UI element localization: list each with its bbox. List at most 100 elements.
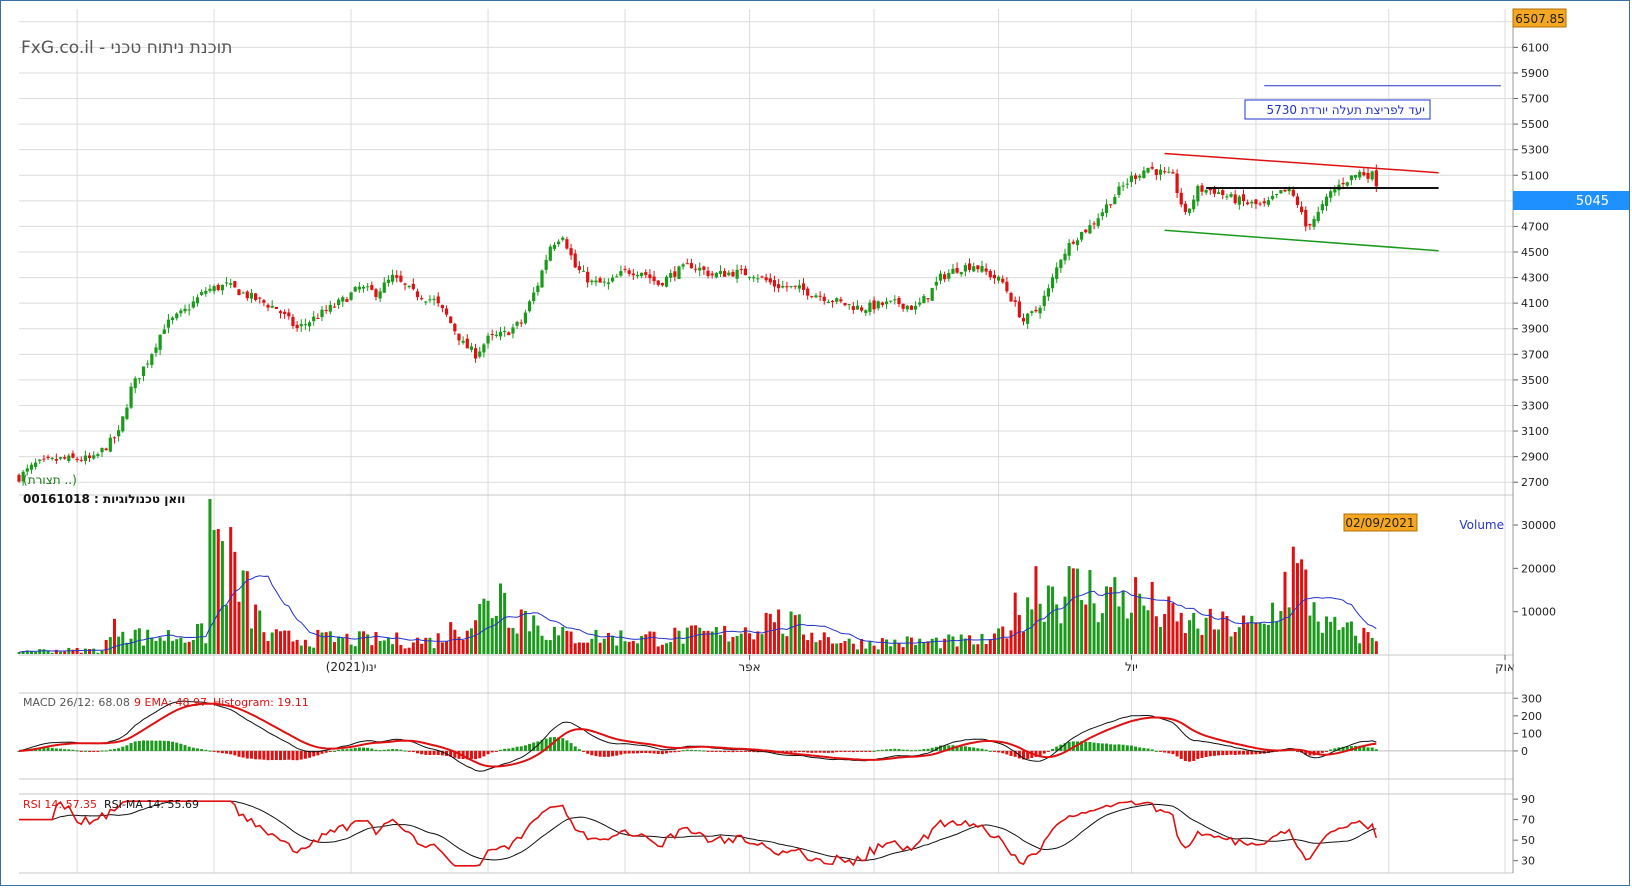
macd-histogram-bar <box>125 745 129 751</box>
macd-histogram-bar <box>1150 749 1154 751</box>
candle-body <box>897 297 901 305</box>
candle-body <box>710 273 714 276</box>
macd-histogram-bar <box>818 750 822 753</box>
candle-body <box>785 286 789 288</box>
volume-bar <box>204 643 208 654</box>
candle-body <box>503 331 507 333</box>
volume-bar <box>706 630 710 654</box>
macd-histogram-bar <box>739 750 743 752</box>
macd-histogram-bar <box>544 738 548 751</box>
macd-histogram-bar <box>528 743 532 751</box>
candle-body <box>880 302 884 305</box>
macd-histogram-bar <box>1171 750 1175 755</box>
candle-body <box>943 274 947 280</box>
macd-histogram-bar <box>328 750 332 752</box>
candle-body <box>92 455 96 459</box>
macd-histogram-bar <box>1096 743 1100 751</box>
macd-panel[interactable]: 300 200 100 0 <box>17 692 1543 780</box>
macd-histogram-bar <box>1138 747 1142 751</box>
candle-body <box>1100 212 1104 217</box>
macd-histogram-bar <box>926 748 930 751</box>
x-axis-labels: ינו(2021) אפר יול אוק <box>326 655 1515 674</box>
macd-histogram-bar <box>1134 746 1138 751</box>
macd-axis: 300 200 100 0 <box>1513 692 1542 758</box>
macd-histogram-bar <box>959 746 963 751</box>
macd-histogram-bar <box>1179 750 1183 759</box>
volume-panel[interactable]: 30000 20000 10000 ינו(2021) אפר יול אוק <box>17 499 1557 674</box>
candle-body <box>1017 301 1021 318</box>
candle-body <box>552 244 557 249</box>
volume-bar <box>440 642 444 654</box>
x-axis-label: אוק <box>1495 660 1515 674</box>
volume-bar <box>660 644 664 654</box>
volume-bar <box>619 630 623 654</box>
candle-body <box>121 416 125 432</box>
candle-body <box>1075 240 1080 246</box>
volume-bar <box>332 642 336 654</box>
rsi-panel[interactable]: 90 70 50 30 <box>19 793 1535 874</box>
candle-body <box>797 285 801 289</box>
macd-histogram-bar <box>108 749 112 751</box>
candle-body <box>71 453 75 458</box>
candle-body <box>386 279 391 283</box>
volume-bar <box>689 625 693 654</box>
volume-bar <box>959 634 963 654</box>
candle-body <box>137 378 141 380</box>
candle-body <box>889 300 893 302</box>
candle-body <box>1121 185 1125 187</box>
candle-body <box>573 253 577 268</box>
macd-histogram-bar <box>229 750 233 755</box>
macd-tick-label: 0 <box>1521 745 1528 758</box>
pattern-label: (תצורת ..) <box>23 473 77 487</box>
volume-bar <box>1266 624 1270 654</box>
candle-body <box>482 344 486 353</box>
volume-bar <box>482 598 486 654</box>
macd-histogram-bar <box>486 750 490 755</box>
volume-tick-label: 10000 <box>1521 606 1556 619</box>
price-panel[interactable]: 6300610059005700550053005100490047004500… <box>17 16 1549 496</box>
volume-bar <box>299 645 303 654</box>
macd-histogram-bar <box>1080 741 1084 751</box>
macd-histogram-bar <box>660 750 664 755</box>
candle-body <box>1192 199 1196 210</box>
volume-bar <box>548 640 552 654</box>
macd-histogram-bar <box>806 750 810 753</box>
candle-body <box>652 276 656 282</box>
candle-body <box>25 468 29 472</box>
macd-histogram-bar <box>843 750 847 753</box>
target-annotation-box[interactable] <box>1244 99 1431 120</box>
candle-body <box>706 270 710 277</box>
candle-body <box>453 323 457 332</box>
volume-bar <box>764 612 768 654</box>
candle-body <box>569 248 573 256</box>
candle-body <box>212 286 216 292</box>
macd-histogram-bar <box>154 740 158 751</box>
volume-bar <box>129 638 133 654</box>
candle-body <box>50 457 54 459</box>
volume-bar <box>38 649 42 654</box>
volume-bar <box>1109 587 1113 654</box>
macd-histogram-bar <box>718 750 722 752</box>
candle-body <box>432 298 436 300</box>
macd-histogram-bar <box>312 750 316 757</box>
candle-body <box>1001 278 1005 283</box>
macd-histogram-bar <box>1117 744 1121 751</box>
macd-histogram-bar <box>598 750 602 757</box>
candle-body <box>1179 192 1183 205</box>
candle-body <box>307 322 312 327</box>
macd-histogram-bar <box>727 750 731 753</box>
candle-body <box>1154 169 1158 175</box>
macd-histogram-bar <box>1146 748 1150 751</box>
price-tick-label: 4500 <box>1521 246 1549 259</box>
macd-histogram-bar <box>669 750 673 753</box>
macd-histogram-bar <box>1113 744 1117 751</box>
candle-body <box>67 455 71 461</box>
macd-histogram-bar <box>619 750 623 755</box>
candle-body <box>901 303 905 309</box>
candle-body <box>1212 188 1217 194</box>
volume-bar <box>536 625 540 654</box>
candle-body <box>772 280 777 287</box>
candle-body <box>1333 189 1337 193</box>
volume-bar <box>366 634 370 654</box>
